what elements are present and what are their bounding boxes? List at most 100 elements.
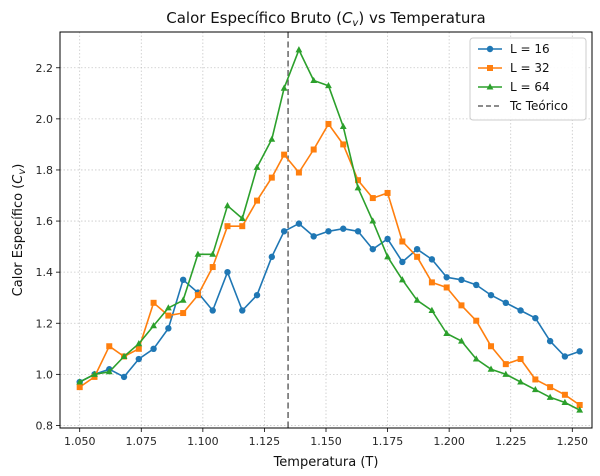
data-point bbox=[546, 337, 554, 345]
data-point bbox=[280, 228, 288, 235]
data-point bbox=[473, 317, 480, 324]
data-point bbox=[340, 225, 347, 232]
data-point bbox=[576, 402, 583, 409]
x-axis: 1.050 1.075 1.100 1.125 1.150 1.175 1.200 1.225… bbox=[64, 428, 588, 448]
data-point bbox=[295, 46, 303, 53]
y-tick-label: 1.6 bbox=[36, 215, 54, 228]
data-point bbox=[369, 217, 377, 224]
data-point bbox=[340, 141, 347, 148]
data-point bbox=[165, 325, 172, 332]
data-point bbox=[472, 355, 480, 362]
legend-label-l32: L = 32 bbox=[510, 61, 550, 75]
data-point bbox=[546, 393, 554, 400]
data-point bbox=[239, 223, 246, 230]
x-tick-label: 1.150 bbox=[310, 435, 342, 448]
data-point bbox=[179, 276, 187, 284]
data-point bbox=[194, 292, 201, 299]
data-point bbox=[150, 345, 157, 352]
data-point bbox=[268, 174, 275, 181]
data-point bbox=[488, 343, 495, 350]
x-tick-label: 1.100 bbox=[187, 435, 219, 448]
data-point bbox=[339, 122, 347, 130]
x-tick-label: 1.125 bbox=[249, 435, 281, 448]
data-point bbox=[165, 312, 172, 319]
y-tick-label: 0.8 bbox=[36, 419, 54, 432]
data-point bbox=[355, 177, 362, 184]
legend-marker-l16 bbox=[486, 45, 494, 53]
data-point bbox=[224, 223, 231, 230]
data-point bbox=[310, 233, 317, 240]
y-tick-label: 2.0 bbox=[36, 113, 54, 126]
data-point bbox=[413, 245, 421, 253]
legend-label-tc: Tc Teórico bbox=[509, 99, 568, 113]
data-point bbox=[91, 370, 98, 377]
data-point bbox=[105, 368, 113, 375]
legend-label-l64: L = 64 bbox=[510, 80, 550, 94]
data-point bbox=[384, 253, 391, 260]
data-point bbox=[473, 281, 480, 289]
data-point bbox=[179, 296, 187, 303]
data-point bbox=[164, 304, 172, 311]
data-point bbox=[325, 120, 332, 127]
data-point bbox=[150, 322, 157, 329]
series-l32 bbox=[76, 120, 583, 409]
data-point bbox=[547, 384, 554, 391]
data-point bbox=[209, 250, 217, 257]
data-point bbox=[135, 339, 143, 347]
data-point bbox=[458, 276, 465, 284]
data-point bbox=[443, 329, 451, 336]
data-point bbox=[398, 276, 406, 283]
x-tick-label: 1.225 bbox=[495, 435, 527, 448]
y-tick-label: 2.2 bbox=[36, 62, 54, 75]
data-point bbox=[576, 406, 584, 413]
data-point bbox=[369, 195, 376, 202]
data-point bbox=[354, 228, 362, 235]
data-point bbox=[253, 291, 261, 299]
data-point bbox=[443, 284, 450, 291]
legend-label-l16: L = 16 bbox=[510, 42, 550, 56]
data-point bbox=[561, 391, 568, 398]
x-tick-label: 1.250 bbox=[557, 435, 589, 448]
data-point bbox=[458, 337, 465, 344]
data-point bbox=[384, 235, 391, 243]
data-point bbox=[224, 202, 231, 209]
data-point bbox=[76, 384, 83, 391]
data-point bbox=[209, 307, 216, 314]
data-point bbox=[194, 250, 202, 257]
data-point bbox=[325, 81, 332, 89]
data-point bbox=[443, 274, 450, 281]
data-point bbox=[458, 302, 465, 309]
data-point bbox=[561, 353, 569, 360]
data-point bbox=[253, 163, 261, 170]
data-point bbox=[502, 299, 509, 307]
data-point bbox=[428, 279, 435, 286]
data-point bbox=[354, 184, 362, 191]
data-point bbox=[399, 238, 406, 245]
x-tick-label: 1.075 bbox=[126, 435, 158, 448]
data-point bbox=[224, 268, 231, 276]
data-point bbox=[502, 370, 510, 377]
y-axis-label: Calor Específico (Cv) bbox=[11, 164, 28, 297]
legend: L = 16 L = 32 L = 64 Tc Teórico bbox=[469, 37, 587, 121]
data-point bbox=[428, 256, 436, 263]
x-tick-label: 1.175 bbox=[372, 435, 404, 448]
data-point bbox=[325, 228, 332, 235]
data-point bbox=[281, 151, 288, 158]
data-point bbox=[268, 253, 276, 261]
data-point bbox=[517, 307, 524, 314]
y-axis: 0.8 1.0 1.2 1.4 1.6 1.8 2.0 2.2 bbox=[36, 62, 60, 432]
data-point bbox=[531, 385, 539, 393]
data-point bbox=[532, 314, 539, 322]
y-tick-label: 1.4 bbox=[36, 266, 54, 279]
data-point bbox=[295, 220, 303, 227]
legend-marker-l32 bbox=[487, 65, 493, 71]
data-point bbox=[91, 373, 98, 380]
data-point bbox=[487, 365, 495, 372]
data-point bbox=[239, 307, 246, 314]
data-point bbox=[561, 398, 569, 405]
data-point bbox=[135, 345, 142, 352]
legend-box bbox=[469, 37, 587, 121]
data-point bbox=[517, 378, 524, 385]
x-tick-label: 1.050 bbox=[64, 435, 96, 448]
